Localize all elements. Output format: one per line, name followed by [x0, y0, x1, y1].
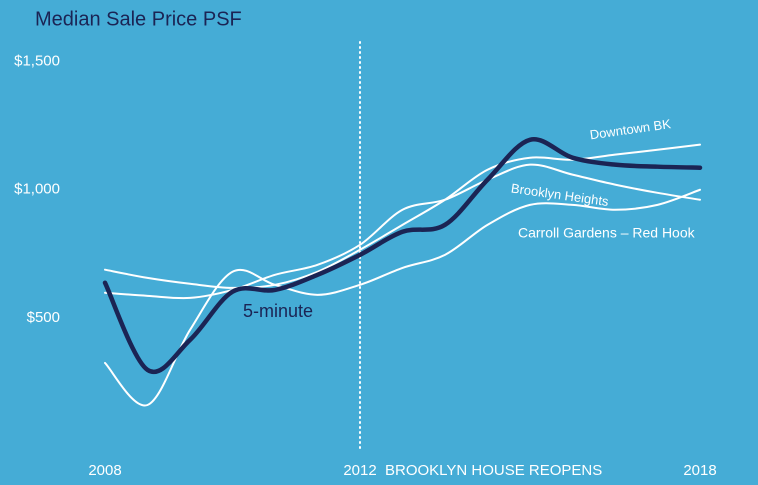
- x-tick-label: 2018: [683, 462, 716, 479]
- series-label: Carroll Gardens – Red Hook: [518, 225, 696, 241]
- x-tick-label: 2008: [88, 462, 121, 479]
- series-line: [102, 137, 703, 375]
- series-line: [104, 188, 701, 407]
- chart-title: Median Sale Price PSF: [35, 8, 242, 30]
- series-line: [104, 163, 701, 300]
- x-tick-label: 2012: [343, 462, 376, 479]
- y-tick-label: $500: [27, 309, 60, 326]
- annotation: BROOKLYN HOUSE REOPENS: [385, 462, 602, 479]
- series-label: 5-minute: [243, 301, 313, 321]
- series-line: [104, 143, 701, 289]
- y-tick-label: $1,500: [14, 53, 60, 70]
- y-tick-label: $1,000: [14, 181, 60, 198]
